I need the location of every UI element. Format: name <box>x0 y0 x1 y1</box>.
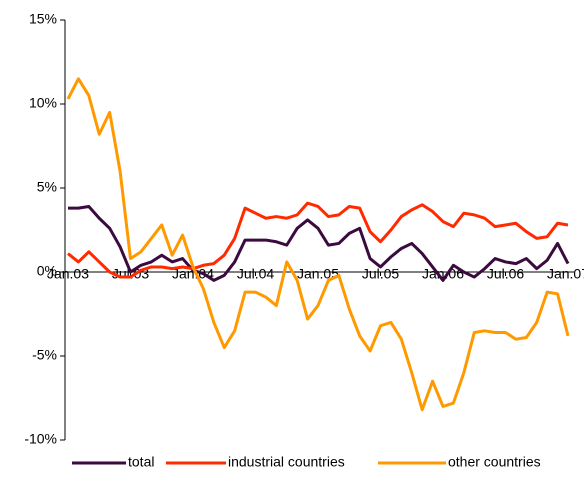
x-tick-label: Jan.06 <box>422 266 464 282</box>
x-tick-label: Jan.05 <box>297 266 339 282</box>
y-tick-label: 10% <box>29 95 57 111</box>
legend-label: other countries <box>448 454 541 470</box>
x-tick-label: Jul.05 <box>362 266 400 282</box>
series-line <box>68 204 570 282</box>
y-tick-label: -5% <box>32 347 57 363</box>
series-line <box>66 77 570 412</box>
x-tick-label: Jan.04 <box>172 266 214 282</box>
y-tick-label: -10% <box>24 431 57 447</box>
x-tick-label: Jul.06 <box>487 266 525 282</box>
legend-label: industrial countries <box>228 454 345 470</box>
x-tick-label: Jan.07 <box>547 266 584 282</box>
x-tick-label: Jul.04 <box>237 266 275 282</box>
x-tick-label: Jan.03 <box>47 266 89 282</box>
y-tick-label: 15% <box>29 11 57 27</box>
y-tick-label: 5% <box>37 179 57 195</box>
series-line <box>67 201 569 279</box>
legend-label: total <box>128 454 154 470</box>
y-tick-label: 0% <box>37 263 57 279</box>
